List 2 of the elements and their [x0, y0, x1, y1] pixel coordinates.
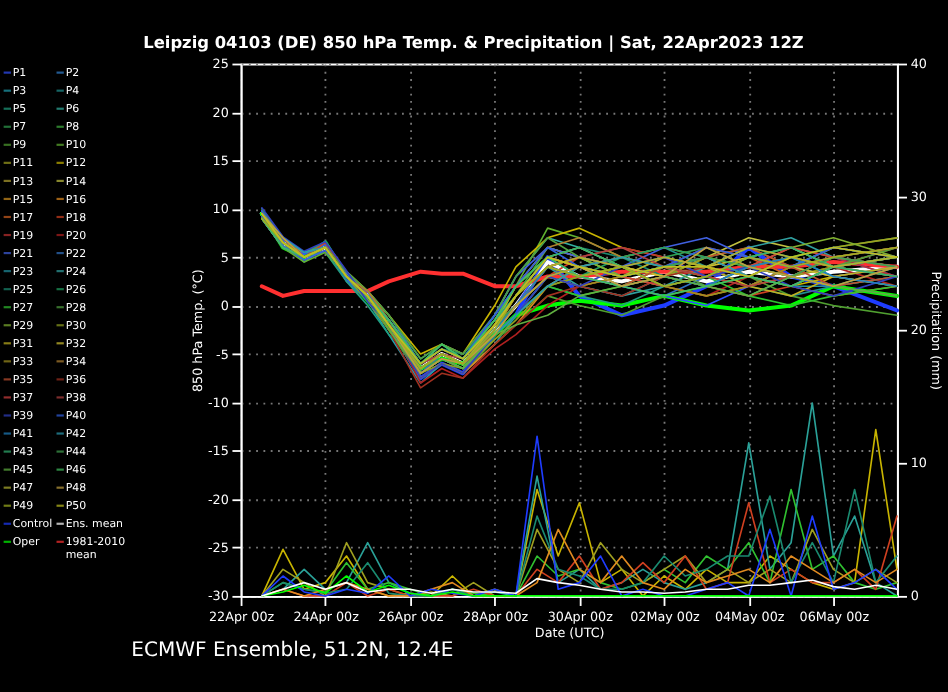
chart-title: Leipzig 04103 (DE) 850 hPa Temp. & Precipitation | Sat, 22Apr2023 12Z	[143, 32, 804, 53]
text: ECMWF Ensemble, 51.2N, 12.4E	[131, 640, 454, 663]
